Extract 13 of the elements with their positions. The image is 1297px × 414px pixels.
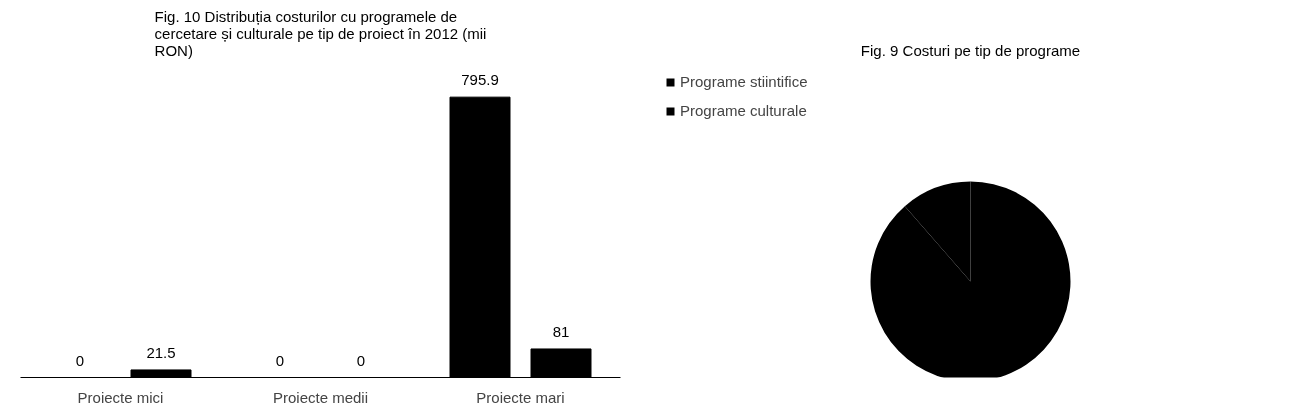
legend-label: Programe culturale [680,102,807,119]
data-label: 0 [75,351,85,369]
legend-label: Programe stiintifice [680,73,808,90]
data-label: 0 [356,351,366,369]
data-label: 795.9 [461,71,499,89]
data-label: 21.5 [146,343,176,361]
chart-title: Fig. 10 Distribuția costurilor cu programele de cercetare și culturale pe tip de proiect în 2012 (mii RON) [154,7,487,59]
x-tick-label: Proiecte medii [272,388,369,406]
x-tick-label: Proiecte mari [476,388,565,406]
x-tick-label: Proiecte mici [77,388,164,406]
chart-title: Fig. 9 Costuri pe tip de programe [860,41,1081,59]
data-label: 0 [275,351,285,369]
data-label: 81 [552,322,570,340]
